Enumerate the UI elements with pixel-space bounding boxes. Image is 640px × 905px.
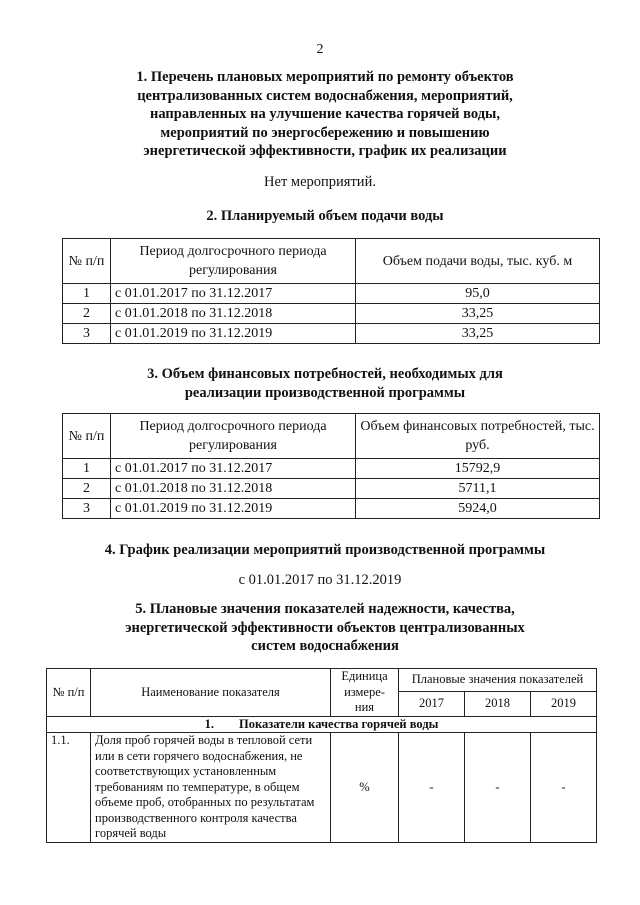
- section5-title: 5. Плановые значения показателей надежно…: [40, 600, 610, 656]
- header-planned: Плановые значения показателей: [398, 668, 597, 692]
- header-num: № п/п: [46, 668, 91, 717]
- cell: %: [330, 732, 399, 843]
- section2-title: 2. Планируемый объем подачи воды: [206, 208, 444, 224]
- title-line: энергетической эффективности, график их …: [143, 143, 507, 159]
- title-line: направленных на улучшение качества горяч…: [149, 106, 500, 122]
- header-finance: Объем финансовых потребностей, тыс. руб.: [355, 413, 600, 459]
- table-row: 1.1. Доля проб горячей воды в тепловой с…: [46, 732, 597, 843]
- no-activities-text: Нет мероприятий.: [264, 174, 376, 190]
- header-year: 2018: [464, 690, 531, 717]
- cell: 3: [62, 323, 111, 344]
- cell: с 01.01.2018 по 31.12.2018: [110, 478, 356, 499]
- cell: 2: [62, 478, 111, 499]
- indicators-table: № п/п Наименование показателя Единица из…: [46, 668, 597, 843]
- cell: 15792,9: [355, 458, 600, 479]
- header-unit: Единица измере-ния: [330, 668, 399, 717]
- financial-needs-table: № п/п Период долгосрочного периода регули…: [62, 413, 600, 519]
- title-line: 3. Объем финансовых потребностей, необхо…: [147, 366, 503, 382]
- cell: 5711,1: [355, 478, 600, 499]
- cell: -: [464, 732, 531, 843]
- cell: с 01.01.2018 по 31.12.2018: [110, 303, 356, 324]
- section1-title: 1. Перечень плановых мероприятий по ремо…: [40, 68, 610, 161]
- cell: -: [398, 732, 465, 843]
- cell: с 01.01.2019 по 31.12.2019: [110, 323, 356, 344]
- title-line: централизованных систем водоснабжения, м…: [137, 87, 513, 104]
- page-number: 2: [316, 42, 324, 57]
- section4-title: 4. График реализации мероприятий произво…: [104, 542, 546, 558]
- cell: с 01.01.2017 по 31.12.2017: [110, 283, 356, 304]
- cell: с 01.01.2019 по 31.12.2019: [110, 498, 356, 519]
- title-line: систем водоснабжения: [251, 638, 399, 654]
- title-line: реализации производственной программы: [184, 384, 466, 401]
- title-line: энергетической эффективности объектов це…: [125, 619, 525, 636]
- title-line: мероприятий по энергосбережению и повыше…: [160, 124, 490, 141]
- cell: 3: [62, 498, 111, 519]
- header-num: № п/п: [62, 413, 111, 459]
- title-line: 5. Плановые значения показателей надежно…: [135, 601, 515, 617]
- cell: 33,25: [355, 323, 600, 344]
- header-period: Период долгосрочного периода регулирован…: [110, 413, 356, 459]
- cell: 5924,0: [355, 498, 600, 519]
- cell: -: [530, 732, 597, 843]
- cell: Доля проб горячей воды в тепловой сети и…: [90, 732, 331, 843]
- group-num: 1.: [204, 716, 214, 731]
- cell: 95,0: [355, 283, 600, 304]
- cell: 1: [62, 458, 111, 479]
- group-row: 1. Показатели качества горячей воды: [46, 715, 597, 733]
- header-year: 2017: [398, 690, 465, 717]
- group-title: Показатели качества горячей воды: [238, 716, 439, 731]
- cell: 33,25: [355, 303, 600, 324]
- cell: 1.1.: [46, 732, 91, 843]
- section3-title: 3. Объем финансовых потребностей, необхо…: [40, 365, 610, 402]
- cell: 2: [62, 303, 111, 324]
- header-period: Период долгосрочного периода регулирован…: [110, 238, 356, 284]
- header-name: Наименование показателя: [90, 668, 331, 717]
- cell: с 01.01.2017 по 31.12.2017: [110, 458, 356, 479]
- section4-period: с 01.01.2017 по 31.12.2019: [238, 572, 402, 588]
- header-num: № п/п: [62, 238, 111, 284]
- header-year: 2019: [530, 690, 597, 717]
- water-supply-table: № п/п Период долгосрочного периода регули…: [62, 238, 600, 344]
- cell: 1: [62, 283, 111, 304]
- header-volume: Объем подачи воды, тыс. куб. м: [355, 238, 600, 284]
- title-line: 1. Перечень плановых мероприятий по ремо…: [136, 69, 514, 85]
